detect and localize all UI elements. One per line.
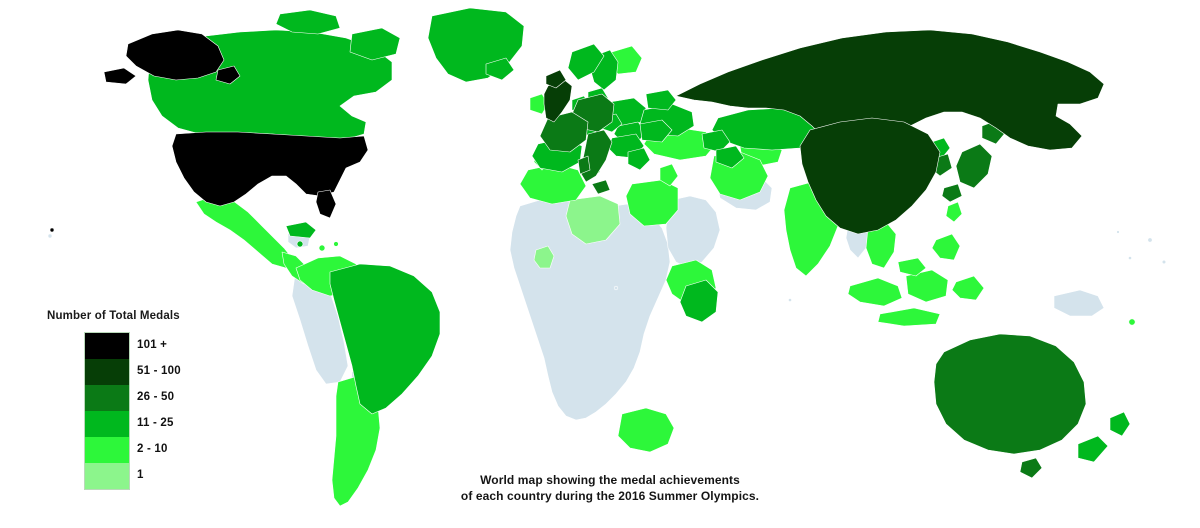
region-papua-new-guinea xyxy=(1053,289,1105,317)
region-caribbean-island xyxy=(318,244,326,252)
map-legend: Number of Total Medals 101 + 51 - 100 26… xyxy=(44,310,274,490)
legend-label-column: 101 + 51 - 100 26 - 50 11 - 25 2 - 10 1 xyxy=(137,332,181,488)
region-alaska-panhandle xyxy=(215,65,241,85)
region-sardinia xyxy=(577,155,591,175)
region-greece xyxy=(627,147,651,171)
legend-label-11-25: 11 - 25 xyxy=(137,417,174,429)
legend-swatch-column xyxy=(84,332,130,490)
region-indonesia-sumatra xyxy=(847,277,903,307)
region-caucasus xyxy=(701,129,731,153)
region-florida xyxy=(315,189,337,219)
caption-line-1: World map showing the medal achievements xyxy=(480,473,740,487)
region-aleutian-islands xyxy=(103,67,137,85)
map-caption: World map showing the medal achievements… xyxy=(390,472,830,504)
region-france xyxy=(539,111,589,153)
region-indonesia-sulawesi xyxy=(951,275,985,301)
region-sicily xyxy=(591,179,611,195)
region-hawaii xyxy=(49,227,55,233)
region-island-dot xyxy=(1161,259,1167,265)
regions-bin-26-50 xyxy=(539,93,1087,479)
legend-swatch-11-25 xyxy=(85,411,129,437)
region-belarus xyxy=(645,89,677,111)
region-australia xyxy=(933,333,1087,455)
region-tasmania xyxy=(1019,457,1043,479)
region-israel-jordan xyxy=(659,163,679,187)
legend-swatch-1 xyxy=(85,463,129,489)
legend-label-26-50: 26 - 50 xyxy=(137,391,175,403)
legend-swatch-51-100 xyxy=(85,359,129,385)
region-russia xyxy=(675,29,1105,177)
region-iceland xyxy=(485,57,515,81)
legend-label-51-100: 51 - 100 xyxy=(137,365,181,377)
legend-label-1: 1 xyxy=(137,469,144,481)
region-taiwan xyxy=(945,201,963,223)
region-togo-benin xyxy=(533,245,555,269)
region-island-dot xyxy=(1116,230,1120,234)
region-baffin-island xyxy=(349,27,401,61)
region-great-britain xyxy=(543,77,573,123)
region-arabian-peninsula xyxy=(665,195,721,269)
region-norway xyxy=(567,43,605,81)
region-indonesia-java xyxy=(877,307,941,327)
region-brazil xyxy=(329,263,441,415)
region-niger-chad xyxy=(565,195,621,245)
region-malaysia xyxy=(897,257,927,277)
region-island-dot xyxy=(613,285,619,291)
legend-label-2-10: 2 - 10 xyxy=(137,443,168,455)
region-romania xyxy=(639,119,673,143)
region-island-dot xyxy=(1147,237,1153,243)
regions-bin-101-plus xyxy=(49,29,369,233)
region-island-dot xyxy=(47,233,53,239)
caption-line-2: of each country during the 2016 Summer O… xyxy=(460,489,760,503)
region-philippines xyxy=(931,233,961,261)
legend-title: Number of Total Medals xyxy=(47,310,180,322)
region-south-africa xyxy=(617,407,675,453)
region-alaska xyxy=(125,29,225,81)
regions-bin-51-100 xyxy=(543,29,1105,235)
region-caribbean-island xyxy=(333,241,339,247)
region-island-dot xyxy=(1128,256,1132,260)
region-united-states xyxy=(171,131,369,207)
region-mexico xyxy=(195,195,293,269)
legend-label-101-plus: 101 + xyxy=(137,339,168,351)
region-canadian-arctic xyxy=(275,9,341,35)
region-cuba xyxy=(285,221,317,239)
legend-swatch-26-50 xyxy=(85,385,129,411)
region-indonesia-borneo xyxy=(905,269,949,303)
region-japan-kyushu xyxy=(941,183,963,203)
region-scotland xyxy=(545,69,567,89)
region-new-zealand-south xyxy=(1077,435,1109,463)
region-kenya xyxy=(679,279,719,323)
legend-swatch-101-plus xyxy=(85,333,129,359)
legend-swatch-2-10 xyxy=(85,437,129,463)
region-jamaica xyxy=(296,240,304,248)
region-fiji xyxy=(1128,318,1136,326)
legend-body: 101 + 51 - 100 26 - 50 11 - 25 2 - 10 1 xyxy=(44,332,274,490)
region-new-zealand-north xyxy=(1109,411,1131,437)
regions-bin-1 xyxy=(533,195,621,269)
region-turkmenistan xyxy=(715,145,745,169)
region-japan-honshu xyxy=(955,143,993,189)
region-china xyxy=(799,117,941,235)
region-island-dot xyxy=(788,298,792,302)
